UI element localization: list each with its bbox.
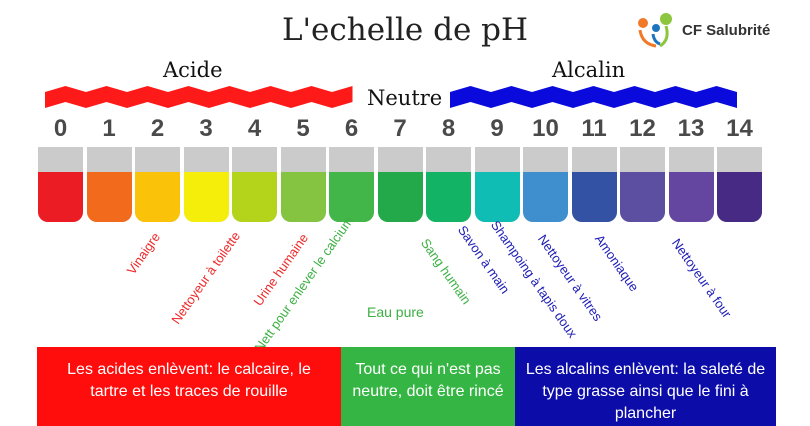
alkaline-info-box: Les alcalins enlèvent: la saleté de type… [515,347,776,426]
ph-tube [426,147,471,222]
ph-tube [717,147,762,222]
ph-number: 7 [393,115,407,142]
tube-liquid [377,172,423,222]
alkaline-heading: Alcalin [552,58,626,82]
ph-number: 8 [441,115,456,142]
tube-liquid [329,172,374,222]
label-eau-pure: Eau pure [367,304,424,320]
logo-people-icon [638,13,672,48]
tube-liquid [668,172,714,222]
tube-liquid [135,172,180,222]
acid-heading: Acide [163,58,223,82]
ph-tube [474,147,520,222]
ph-number: 9 [490,115,504,142]
ph-number: 0 [53,115,68,142]
ph-number: 10 [532,115,559,142]
neutral-info-box: Tout ce qui n'est pas neutre, doit être … [341,347,515,426]
ph-tube [377,147,423,222]
tube-liquid [86,172,132,222]
ph-number: 5 [296,115,310,142]
ph-tube [86,147,132,222]
tube-liquid [523,172,568,222]
page-title: L'echelle de pH [281,12,529,48]
ph-tube [571,147,617,222]
ph-tube [620,147,665,222]
alkaline-zigzag-band [450,86,737,108]
ph-number: 1 [102,115,116,142]
neutral-heading: Neutre [367,86,443,110]
ph-tube [329,147,374,222]
ph-number: 14 [726,115,753,142]
tube-liquid [717,172,762,222]
label-nettoyeur-four: Nettoyeur à four [668,235,735,321]
tube-liquid [426,172,471,222]
ph-number: 11 [581,115,607,142]
tube-liquid [571,172,617,222]
acid-info-box: Les acides enlèvent: le calcaire, le tar… [37,347,341,426]
logo: CF Salubrité [636,12,770,48]
ph-number: 13 [677,115,705,142]
tube-liquid [474,172,520,222]
ph-number: 4 [247,115,262,142]
label-nettoyeur-toilette: Nettoyeur à toilette [168,228,244,327]
tube-liquid [183,172,229,222]
label-amoniaque: Amoniaque [591,231,642,295]
ph-tube [135,147,180,222]
ph-number: 2 [150,115,165,142]
acid-zigzag-band [45,86,353,108]
ph-tube [38,147,83,222]
ph-tube [523,147,568,222]
ph-tube [668,147,714,222]
tube-liquid [38,172,83,222]
ph-tube [183,147,229,222]
label-vinaigre: Vinaigre [123,229,164,278]
logo-text: CF Salubrité [682,21,771,39]
ph-tube [280,147,326,222]
ph-number: 6 [344,115,359,142]
ph-tube [232,147,277,222]
ph-number: 12 [629,115,656,142]
tube-liquid [620,172,665,222]
ph-number: 3 [199,115,213,142]
tube-liquid [232,172,277,222]
tube-liquid [280,172,326,222]
